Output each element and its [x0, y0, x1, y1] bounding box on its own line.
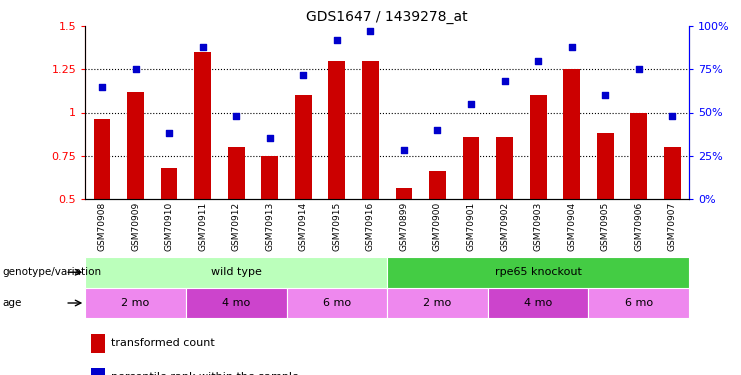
- Bar: [396, 188, 412, 199]
- Point: [130, 66, 142, 72]
- Bar: [387, 257, 689, 288]
- Bar: [429, 171, 446, 199]
- Text: wild type: wild type: [210, 267, 262, 277]
- Point: [163, 130, 175, 136]
- Bar: [597, 133, 614, 199]
- Bar: [631, 112, 647, 199]
- Point: [666, 113, 678, 119]
- Point: [532, 58, 544, 64]
- Bar: [328, 61, 345, 199]
- Title: GDS1647 / 1439278_at: GDS1647 / 1439278_at: [306, 10, 468, 24]
- Point: [230, 113, 242, 119]
- Bar: [563, 69, 580, 199]
- Point: [465, 101, 477, 107]
- Text: percentile rank within the sample: percentile rank within the sample: [110, 372, 299, 375]
- Bar: [93, 119, 110, 199]
- Bar: [91, 334, 104, 353]
- Bar: [387, 288, 488, 318]
- Text: transformed count: transformed count: [110, 338, 214, 348]
- Text: GSM70914: GSM70914: [299, 202, 308, 251]
- Bar: [488, 288, 588, 318]
- Text: 6 mo: 6 mo: [625, 298, 653, 308]
- Text: 4 mo: 4 mo: [524, 298, 552, 308]
- Text: GSM70910: GSM70910: [165, 202, 173, 251]
- Point: [365, 28, 376, 34]
- Text: 2 mo: 2 mo: [122, 298, 150, 308]
- Text: GSM70904: GSM70904: [567, 202, 576, 251]
- Point: [96, 84, 108, 90]
- Point: [264, 135, 276, 141]
- Text: GSM70912: GSM70912: [232, 202, 241, 251]
- Point: [599, 92, 611, 98]
- Point: [331, 37, 343, 43]
- Point: [566, 44, 578, 50]
- Text: GSM70900: GSM70900: [433, 202, 442, 251]
- Bar: [91, 368, 104, 375]
- Text: GSM70905: GSM70905: [601, 202, 610, 251]
- Point: [633, 66, 645, 72]
- Text: GSM70903: GSM70903: [534, 202, 542, 251]
- Bar: [227, 147, 245, 199]
- Text: GSM70908: GSM70908: [98, 202, 107, 251]
- Text: GSM70902: GSM70902: [500, 202, 509, 251]
- Text: GSM70913: GSM70913: [265, 202, 274, 251]
- Bar: [262, 156, 278, 199]
- Point: [431, 127, 443, 133]
- Bar: [127, 92, 144, 199]
- Text: rpe65 knockout: rpe65 knockout: [495, 267, 582, 277]
- Text: GSM70907: GSM70907: [668, 202, 677, 251]
- Text: GSM70915: GSM70915: [333, 202, 342, 251]
- Text: 4 mo: 4 mo: [222, 298, 250, 308]
- Bar: [462, 136, 479, 199]
- Bar: [287, 288, 387, 318]
- Point: [499, 78, 511, 84]
- Text: GSM70911: GSM70911: [198, 202, 207, 251]
- Text: age: age: [2, 298, 21, 308]
- Text: GSM70906: GSM70906: [634, 202, 643, 251]
- Bar: [161, 168, 178, 199]
- Point: [398, 147, 410, 153]
- Bar: [530, 95, 547, 199]
- Bar: [362, 61, 379, 199]
- Point: [297, 72, 309, 78]
- Bar: [186, 288, 287, 318]
- Text: GSM70899: GSM70899: [399, 202, 408, 251]
- Text: genotype/variation: genotype/variation: [2, 267, 102, 277]
- Bar: [85, 257, 387, 288]
- Bar: [194, 52, 211, 199]
- Bar: [496, 136, 513, 199]
- Text: GSM70916: GSM70916: [366, 202, 375, 251]
- Bar: [85, 288, 186, 318]
- Bar: [295, 95, 312, 199]
- Bar: [588, 288, 689, 318]
- Bar: [664, 147, 681, 199]
- Text: GSM70909: GSM70909: [131, 202, 140, 251]
- Text: GSM70901: GSM70901: [467, 202, 476, 251]
- Text: 2 mo: 2 mo: [423, 298, 451, 308]
- Point: [196, 44, 208, 50]
- Text: 6 mo: 6 mo: [323, 298, 351, 308]
